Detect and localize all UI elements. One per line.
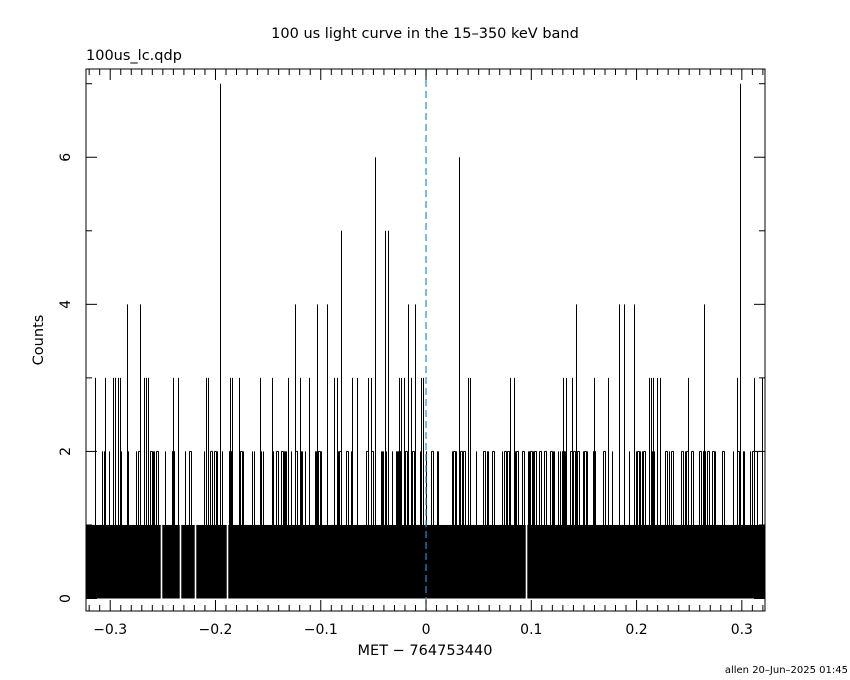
- tick-labels: −0.3 −0.2 −0.1 0 0.1 0.2 0.3 0 2 4 6: [58, 153, 753, 638]
- y-axis-label: Counts: [31, 315, 47, 366]
- y-tick-label: 2: [58, 447, 74, 456]
- x-tick-label: −0.1: [304, 622, 338, 638]
- y-tick-label: 6: [58, 153, 74, 162]
- x-axis-label: MET − 764753440: [358, 643, 493, 659]
- chart-title: 100 us light curve in the 15–350 keV ban…: [271, 26, 579, 42]
- y-tick-label: 4: [58, 300, 74, 309]
- x-tick-label: −0.3: [93, 622, 127, 638]
- x-tick-label: 0.3: [731, 622, 753, 638]
- axes: [85, 68, 766, 612]
- file-label: 100us_lc.qdp: [86, 48, 182, 64]
- x-tick-label: 0.1: [520, 622, 542, 638]
- x-tick-label: 0.2: [625, 622, 647, 638]
- overlays: [160, 69, 528, 611]
- plot-frame: [85, 68, 766, 612]
- x-tick-label: 0: [422, 622, 431, 638]
- footer-label: allen 20–Jun–2025 01:45: [725, 665, 848, 676]
- x-tick-label: −0.2: [198, 622, 232, 638]
- y-tick-label: 0: [58, 594, 74, 603]
